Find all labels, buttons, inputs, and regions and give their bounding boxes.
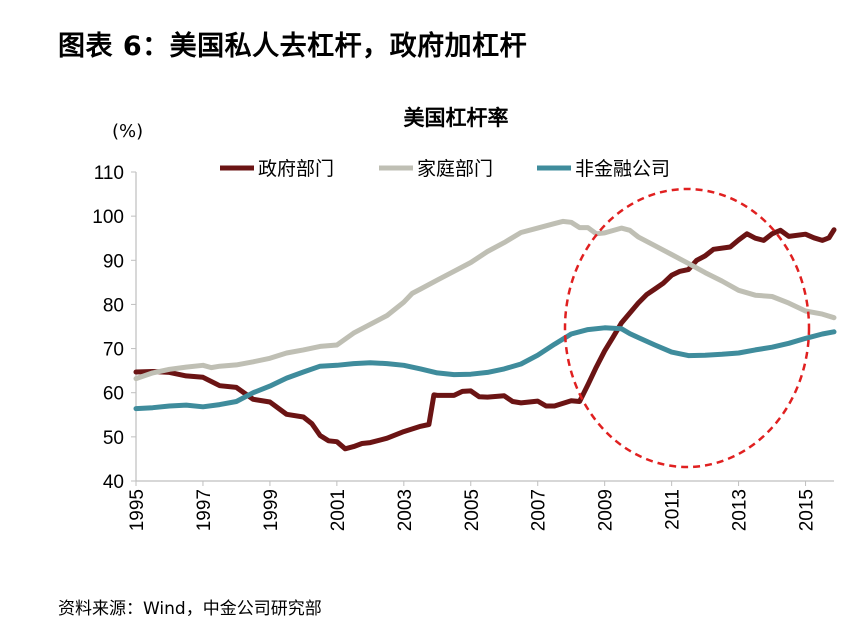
source-note: 资料来源：Wind，中金公司研究部 <box>58 599 322 619</box>
series-line-1 <box>133 218 837 382</box>
x-tick-label: 1997 <box>194 489 215 531</box>
figure-title: 图表 6：美国私人去杠杆，政府加杠杆 <box>58 31 528 62</box>
x-tick-label: 2001 <box>328 489 349 531</box>
y-tick-label: 40 <box>103 472 124 493</box>
x-tick-label: 2003 <box>395 489 416 531</box>
legend-label: 家庭部门 <box>417 158 493 180</box>
x-tick-label: 1995 <box>127 489 148 531</box>
y-tick-label: 110 <box>94 163 124 184</box>
x-tick-label: 2009 <box>596 489 617 531</box>
legend-label: 非金融公司 <box>575 158 670 180</box>
y-tick-label: 60 <box>103 384 124 405</box>
series-line-2 <box>133 325 837 412</box>
x-tick-label: 2007 <box>529 489 550 531</box>
x-tick-label: 2011 <box>663 489 684 530</box>
legend: 政府部门 家庭部门 非金融公司 <box>220 158 670 180</box>
y-tick-label: 50 <box>103 428 124 449</box>
x-tick-label: 2005 <box>462 489 483 531</box>
legend-label: 政府部门 <box>258 158 334 180</box>
y-tick-label: 80 <box>103 295 124 316</box>
y-tick-label: 70 <box>103 340 124 361</box>
y-axis-unit: (%) <box>112 121 143 142</box>
chart-title: 美国杠杆率 <box>404 106 509 130</box>
x-tick-label: 2015 <box>797 489 818 531</box>
x-tick-label: 1999 <box>261 489 282 531</box>
x-tick-label: 2013 <box>730 489 751 531</box>
y-tick-label: 90 <box>103 251 124 272</box>
axes: 40 50 60 70 80 90 100 110 1995 1997 1999 2001 2003 20… <box>92 163 834 531</box>
highlight-circle <box>563 187 811 469</box>
y-tick-label: 100 <box>92 207 124 228</box>
series-group <box>133 218 837 452</box>
series-line-0 <box>133 227 837 452</box>
